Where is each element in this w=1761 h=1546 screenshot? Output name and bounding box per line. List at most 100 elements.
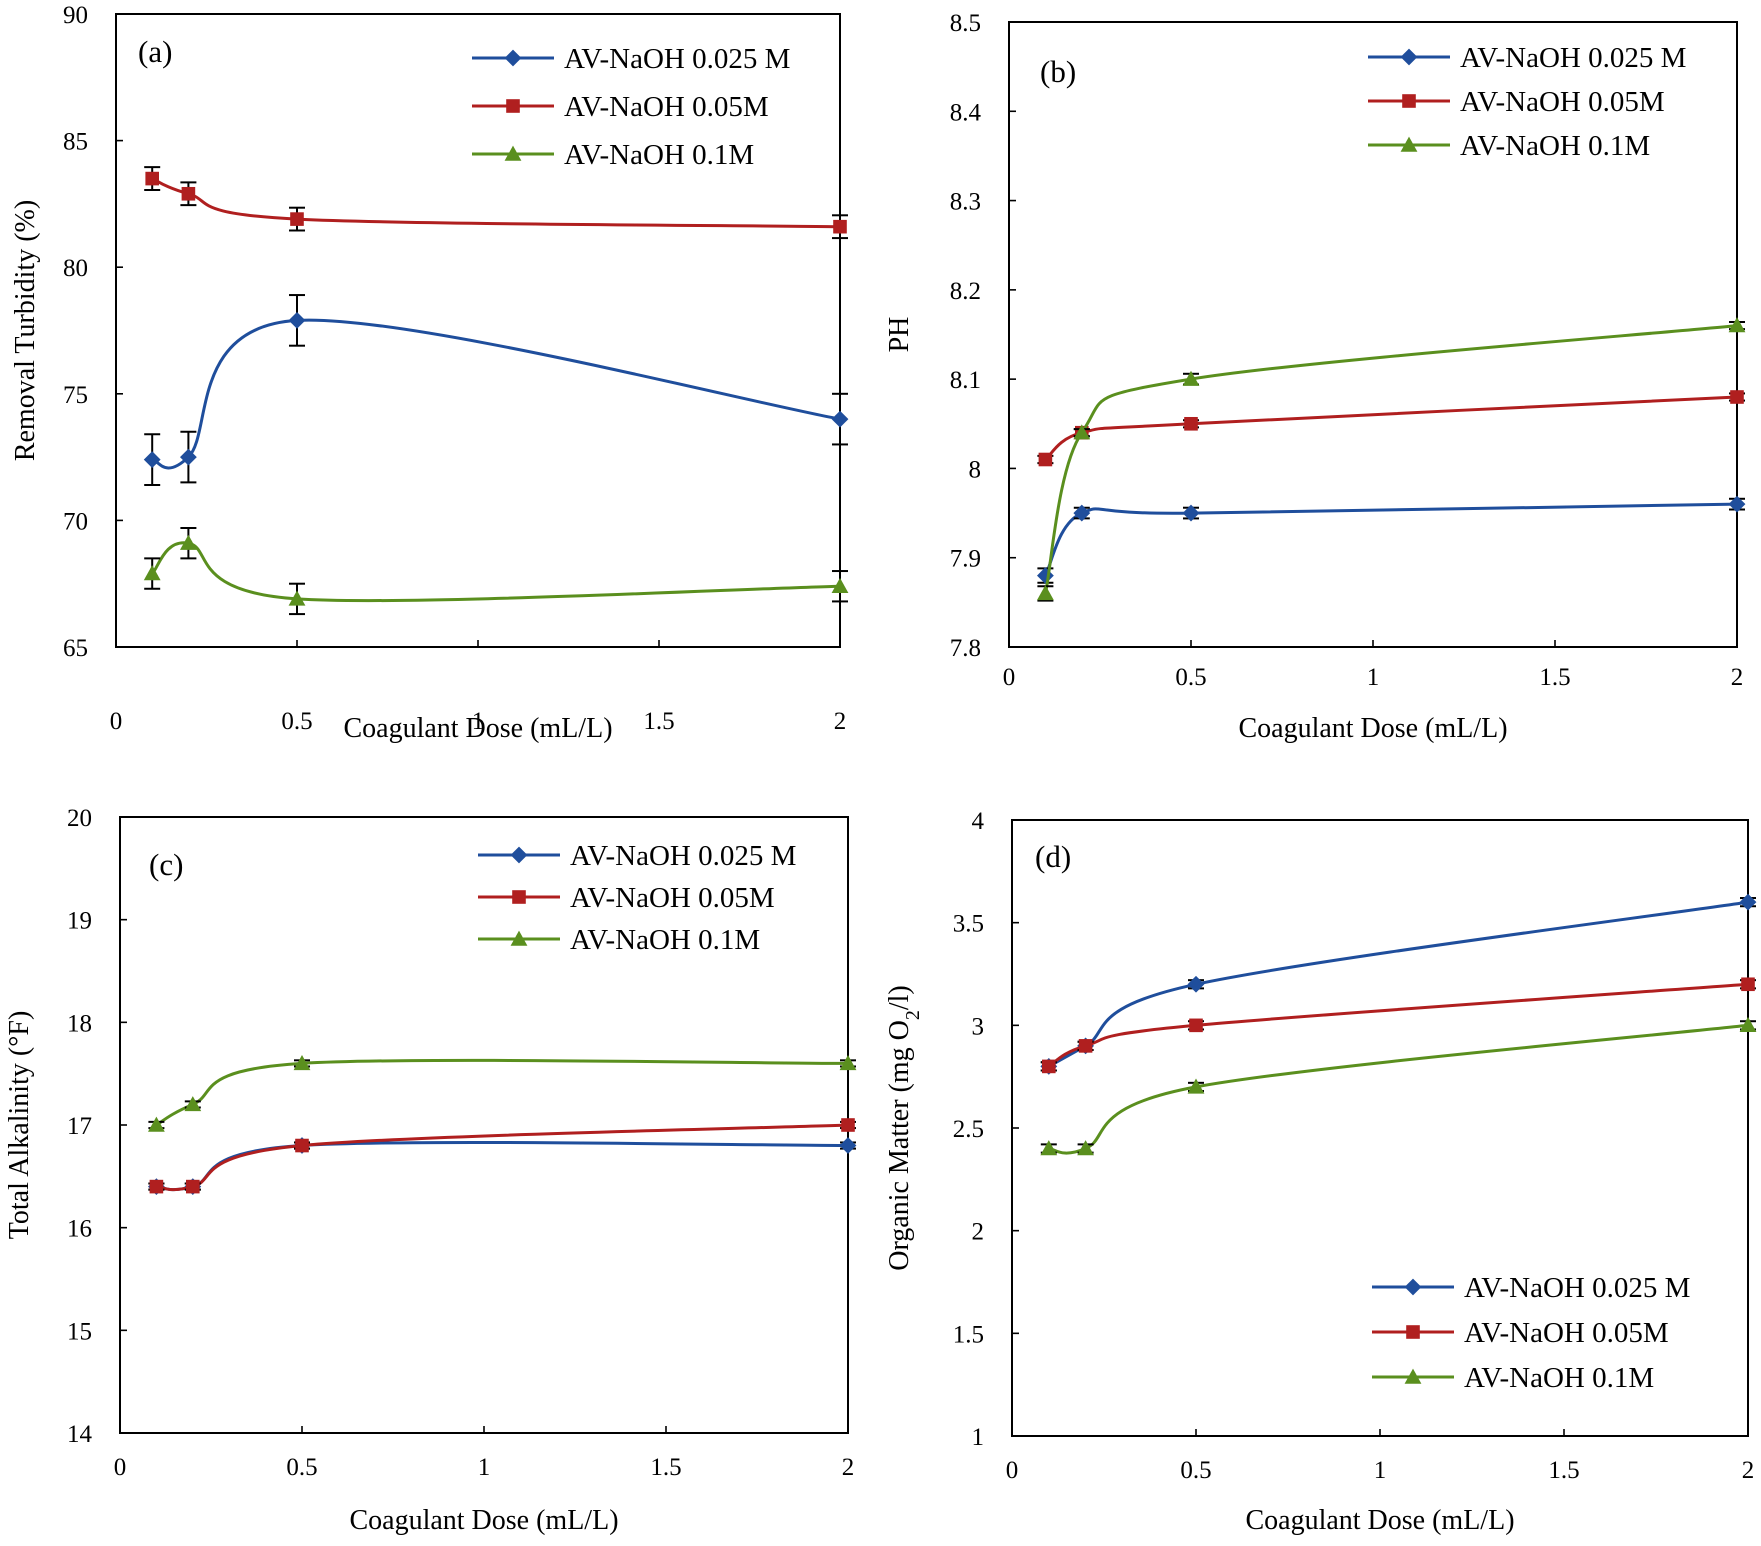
y-axis-title: Removal Turbidity (%) (10, 200, 41, 461)
data-point (831, 577, 849, 593)
y-tick-label: 15 (67, 1318, 92, 1345)
legend-marker (1404, 1368, 1422, 1384)
y-tick-label: 8.3 (950, 189, 981, 216)
x-axis-title: Coagulant Dose (mL/L) (1238, 713, 1507, 744)
y-tick-label: 8.2 (950, 278, 981, 305)
series-1 (1037, 495, 1746, 584)
series-3 (143, 526, 849, 616)
y-axis-title-main: Removal Turbidity (%) (10, 200, 41, 461)
legend-label: AV-NaOH 0.05M (1460, 86, 1665, 118)
legend-marker (510, 930, 528, 946)
data-point (1073, 504, 1091, 522)
series-line (1044, 502, 1738, 577)
legend-marker (506, 99, 520, 113)
data-point (293, 1055, 311, 1071)
x-tick-label: 2 (834, 708, 847, 735)
y-tick-label: 65 (63, 635, 88, 662)
x-tick-label: 2 (842, 1454, 855, 1481)
legend-label: AV-NaOH 0.05M (570, 882, 775, 914)
data-point (1187, 1078, 1205, 1094)
series-1 (143, 294, 849, 486)
legend: AV-NaOH 0.025 M AV-NaOH 0.05M AV-NaOH 0.1M (1368, 42, 1686, 162)
y-tick-label: 17 (67, 1113, 92, 1140)
series-1 (1040, 893, 1757, 1075)
series-line (1043, 324, 1738, 594)
series-line (1048, 900, 1749, 1068)
data-point (1182, 370, 1200, 386)
series-line (151, 541, 841, 603)
y-tick-label: 1 (972, 1424, 985, 1451)
x-tick-label: 2 (1731, 664, 1744, 691)
legend-marker (504, 145, 522, 161)
y-axis-title: Organic Matter (mg O2/l) (884, 985, 924, 1271)
legend-marker (1400, 136, 1418, 152)
legend-marker (1402, 94, 1416, 108)
data-point (186, 1179, 200, 1194)
y-tick-label: 14 (67, 1421, 93, 1448)
data-point (288, 590, 306, 606)
data-point (833, 219, 847, 234)
data-point (1042, 1059, 1056, 1074)
x-tick-label: 1.5 (1548, 1457, 1579, 1484)
y-axis-title: Total Alkalinity (°F) (4, 1011, 35, 1240)
legend-marker (512, 890, 526, 904)
x-tick-label: 1.5 (1539, 664, 1570, 691)
y-axis-title-main: Total Alkalinity (°F) (4, 1011, 35, 1240)
y-axis-title-subscript: 2 (902, 1010, 924, 1020)
series-line (156, 1123, 849, 1192)
data-point (1189, 1018, 1203, 1033)
legend-label: AV-NaOH 0.025 M (564, 43, 790, 75)
y-tick-label: 3 (972, 1013, 985, 1040)
y-tick-label: 20 (67, 805, 92, 832)
x-tick-label: 0 (114, 1454, 127, 1481)
y-tick-label: 8 (969, 456, 982, 483)
legend-marker (1404, 1278, 1422, 1296)
data-point (839, 1137, 857, 1154)
x-tick-label: 2 (1742, 1457, 1755, 1484)
y-tick-label: 7.8 (950, 635, 981, 662)
x-tick-label: 1 (1367, 664, 1380, 691)
data-point (1078, 1039, 1093, 1053)
panel-label: (b) (1040, 54, 1076, 89)
legend-marker (504, 49, 522, 67)
data-point (1184, 416, 1198, 431)
data-point (831, 410, 849, 428)
y-tick-label: 85 (63, 129, 88, 156)
y-tick-label: 18 (67, 1010, 92, 1037)
data-point (1040, 1140, 1058, 1156)
data-point (1741, 977, 1755, 992)
y-tick-label: 7.9 (950, 546, 981, 573)
y-axis-title-main: PH (884, 317, 915, 353)
legend-marker (1406, 1325, 1420, 1339)
legend-marker (1400, 48, 1418, 66)
y-tick-label: 2 (972, 1219, 985, 1246)
x-tick-label: 1.5 (643, 708, 674, 735)
panel-d: 0 0.5 1 1.5 2 1 1.5 2 2.5 3 3.5 4 Coagulant Dose (mL… (884, 808, 1757, 1536)
x-tick-label: 0.5 (1175, 664, 1206, 691)
x-tick-label: 0 (1003, 664, 1016, 691)
panel-label: (d) (1035, 839, 1071, 874)
series-2 (1040, 977, 1756, 1074)
data-point (1037, 585, 1054, 601)
y-tick-label: 80 (63, 255, 88, 282)
data-point (1182, 504, 1200, 522)
data-point (1728, 495, 1746, 513)
panel-c: 0 0.5 1 1.5 2 14 15 16 17 18 19 20 Coagulant Dose (m… (4, 805, 857, 1536)
data-point (143, 451, 161, 469)
data-point (1187, 975, 1205, 993)
panel-a: 0 0.5 1 1.5 2 65 70 75 80 85 90 Coagulant Dose (mL/… (10, 2, 849, 744)
data-point (841, 1118, 855, 1132)
legend-label: AV-NaOH 0.1M (1460, 130, 1650, 162)
panel-label: (a) (138, 34, 172, 69)
legend-label: AV-NaOH 0.025 M (1464, 1272, 1690, 1304)
x-tick-label: 1.5 (650, 1454, 681, 1481)
data-point (1739, 893, 1757, 911)
panel-label: (c) (149, 847, 183, 882)
y-tick-label: 16 (67, 1216, 92, 1243)
series-line (151, 318, 841, 470)
legend-marker (510, 846, 528, 864)
x-axis-title: Coagulant Dose (mL/L) (349, 1505, 618, 1536)
x-axis-title: Coagulant Dose (mL/L) (343, 713, 612, 744)
y-tick-label: 8.4 (950, 99, 982, 126)
data-point (149, 1179, 164, 1194)
